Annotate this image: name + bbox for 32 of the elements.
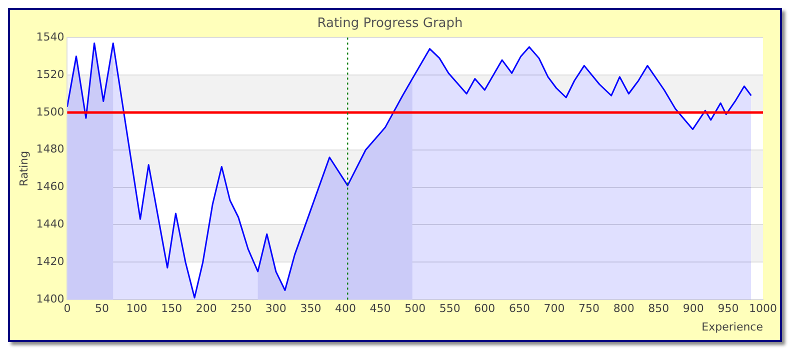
y-tick-label: 1440 xyxy=(36,218,64,231)
x-tick-label: 250 xyxy=(230,302,252,316)
x-tick-label: 900 xyxy=(682,302,704,316)
x-tick-label: 950 xyxy=(718,302,739,316)
chart-title: Rating Progress Graph xyxy=(317,16,463,32)
x-tick-label: 300 xyxy=(265,302,286,316)
y-tick-label: 1540 xyxy=(36,30,64,44)
x-tick-label: 800 xyxy=(613,302,634,316)
x-tick-label: 450 xyxy=(370,302,391,316)
x-tick-label: 500 xyxy=(404,302,426,316)
x-tick-label: 150 xyxy=(161,302,182,316)
x-tick-label: 650 xyxy=(508,302,530,316)
x-tick-label: 100 xyxy=(126,302,148,316)
y-tick-label: 1420 xyxy=(36,255,64,268)
x-tick-label: 750 xyxy=(578,302,600,316)
x-tick-label: 1000 xyxy=(749,302,778,316)
x-tick-label: 200 xyxy=(196,302,217,316)
x-tick-label: 700 xyxy=(544,302,565,316)
x-tick-label: 550 xyxy=(439,302,460,316)
x-axis-title: Experience xyxy=(702,320,764,334)
x-tick-label: 600 xyxy=(474,302,496,316)
x-tick-label: 0 xyxy=(64,302,71,316)
y-tick-label: 1520 xyxy=(36,68,64,81)
x-tick-label: 850 xyxy=(648,302,670,316)
x-tick-label: 400 xyxy=(335,302,356,316)
y-axis-title: Rating xyxy=(17,150,30,186)
y-tick-label: 1480 xyxy=(36,142,64,156)
y-tick-label: 1400 xyxy=(36,292,64,306)
x-tick-label: 50 xyxy=(94,302,109,316)
x-tick-label: 350 xyxy=(300,302,322,316)
y-tick-label: 1500 xyxy=(36,105,64,118)
y-tick-label: 1460 xyxy=(36,180,64,194)
